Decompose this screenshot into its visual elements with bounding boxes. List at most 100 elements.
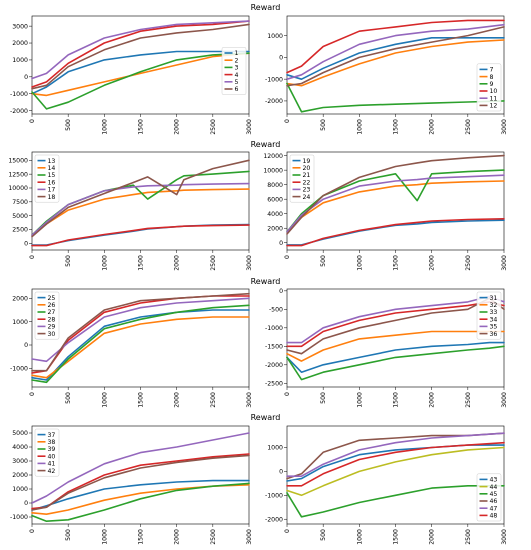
y-tick-label: 0 xyxy=(24,500,28,507)
y-tick-label: 5000 xyxy=(12,213,28,220)
y-tick-label: 6000 xyxy=(267,196,283,203)
plot-area xyxy=(31,15,250,115)
legend-label-38: 38 xyxy=(48,439,56,446)
series-line-10 xyxy=(286,19,505,74)
series-line-8 xyxy=(286,39,505,87)
chart-6: -2500 -2000 -1500 -1000 -500 0 0 500 1000 1500 200… xyxy=(265,288,508,408)
x-tick-label: 2500 xyxy=(465,255,472,271)
chart-3: 0 2500 5000 7500 10000 12500 15000 0 500 1000 1500… xyxy=(8,151,253,271)
y-tick-label: 2000 xyxy=(12,472,28,479)
x-tick-label: 2000 xyxy=(429,392,436,408)
series-line-30 xyxy=(31,292,250,372)
series-line-9 xyxy=(286,82,505,113)
x-tick-label: 3000 xyxy=(246,529,253,545)
y-tick-label: -1000 xyxy=(265,76,283,83)
x-tick-label: 500 xyxy=(320,119,327,131)
x-tick-label: 2500 xyxy=(210,119,217,135)
legend-label-18: 18 xyxy=(48,194,56,201)
legend-label-12: 12 xyxy=(490,103,498,110)
chart-1: -2000 -1000 0 1000 2000 3000 0 500 1000 1500 2000 2… xyxy=(10,15,253,135)
y-tick-label: -1000 xyxy=(265,325,283,332)
legend-label-16: 16 xyxy=(48,179,56,186)
series-line-29 xyxy=(31,297,250,363)
series-line-6 xyxy=(31,23,250,90)
legend-label-45: 45 xyxy=(490,491,498,498)
series-line-25 xyxy=(31,309,250,381)
legend-frame xyxy=(476,63,502,112)
x-tick-label: 2500 xyxy=(465,119,472,135)
chart-5: -1000 0 1000 2000 0 500 1000 1500 2000 2500 3000 25… xyxy=(10,288,253,408)
legend-label-22: 22 xyxy=(303,179,311,186)
plot-area xyxy=(286,151,505,251)
x-tick-label: 0 xyxy=(29,529,36,533)
chart-4: 0 2000 4000 6000 8000 10000 12000 0 500 1000 1500 2… xyxy=(263,151,508,271)
y-tick-label: 1000 xyxy=(267,445,283,452)
x-tick-label: 3000 xyxy=(501,529,508,545)
series-line-48 xyxy=(286,441,505,487)
legend-label-7: 7 xyxy=(490,67,494,74)
plot-area xyxy=(286,288,505,388)
x-tick-label: 500 xyxy=(65,392,72,404)
series-line-16 xyxy=(31,224,250,247)
legend-label-41: 41 xyxy=(48,461,56,468)
x-tick-label: 0 xyxy=(29,392,36,396)
x-tick-label: 2500 xyxy=(210,255,217,271)
legend-label-26: 26 xyxy=(48,302,56,309)
legend-label-40: 40 xyxy=(48,453,56,460)
y-tick-label: 15000 xyxy=(8,158,28,165)
legend-label-10: 10 xyxy=(490,88,498,95)
series-line-12 xyxy=(286,26,505,87)
series-line-5 xyxy=(31,20,250,80)
legend-label-14: 14 xyxy=(48,165,56,172)
plot-area xyxy=(31,151,250,251)
y-tick-label: 12000 xyxy=(263,153,283,160)
x-tick-label: 3000 xyxy=(246,392,253,408)
x-tick-label: 2500 xyxy=(465,392,472,408)
series-line-31 xyxy=(286,341,505,374)
legend-frame xyxy=(476,291,502,340)
legend-frame xyxy=(34,428,60,477)
y-tick-label: 8000 xyxy=(267,182,283,189)
legend-frame xyxy=(221,47,247,95)
legend-label-39: 39 xyxy=(48,446,56,453)
x-tick-label: 0 xyxy=(284,255,291,259)
legend-label-6: 6 xyxy=(235,86,239,93)
y-tick-label: -2000 xyxy=(10,108,28,115)
x-tick-label: 1500 xyxy=(393,529,400,545)
plot-area xyxy=(286,15,505,115)
legend-label-11: 11 xyxy=(490,95,498,102)
series-line-27 xyxy=(31,304,250,384)
y-tick-label: 0 xyxy=(279,240,283,247)
series-line-33 xyxy=(286,345,505,381)
x-tick-label: 2000 xyxy=(174,392,181,408)
legend-label-37: 37 xyxy=(48,432,56,439)
series-line-41 xyxy=(31,432,250,504)
y-tick-label: 0 xyxy=(279,288,283,295)
legend-label-3: 3 xyxy=(235,65,239,72)
legend-label-43: 43 xyxy=(490,477,498,484)
y-tick-label: -1000 xyxy=(10,91,28,98)
x-tick-label: 0 xyxy=(29,255,36,259)
y-tick-label: 2500 xyxy=(12,227,28,234)
series-line-20 xyxy=(286,180,505,233)
legend-frame xyxy=(476,473,502,522)
x-tick-label: 0 xyxy=(284,529,291,533)
x-tick-label: 1000 xyxy=(356,529,363,545)
x-tick-label: 1000 xyxy=(101,392,108,408)
legend-label-21: 21 xyxy=(303,172,311,179)
x-tick-label: 3000 xyxy=(501,392,508,408)
legend-label-2: 2 xyxy=(235,57,239,64)
legend-label-9: 9 xyxy=(490,81,494,88)
series-line-3 xyxy=(31,52,250,110)
x-tick-label: 1000 xyxy=(356,392,363,408)
y-tick-label: 1000 xyxy=(267,33,283,40)
x-tick-label: 1500 xyxy=(138,255,145,271)
chart-7: -1000 0 1000 2000 3000 4000 5000 0 500 1000 1500 20… xyxy=(10,425,253,545)
legend-label-5: 5 xyxy=(235,79,239,86)
chart-8: -2000 -1000 0 1000 0 500 1000 1500 2000 2500 3000 4… xyxy=(265,425,508,545)
series-line-7 xyxy=(286,36,505,80)
